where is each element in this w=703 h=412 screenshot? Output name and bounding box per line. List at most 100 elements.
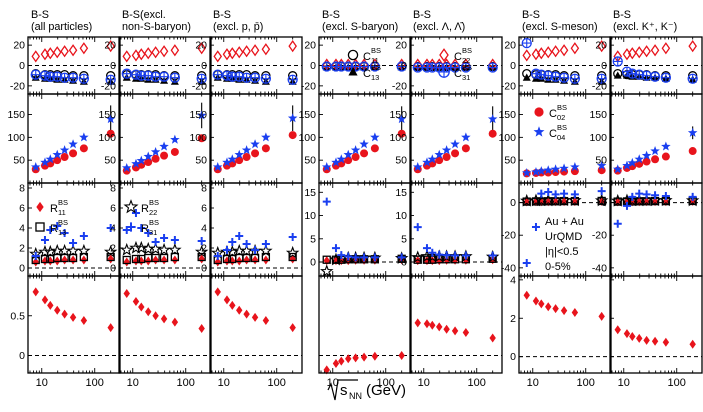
point-C31 <box>78 73 90 84</box>
point-R <box>47 300 54 310</box>
x-tick-label: 10 <box>527 377 539 389</box>
point-R31-shape <box>46 226 55 234</box>
legend-sup-31: BS <box>149 218 159 227</box>
x-tick-label: 100 <box>668 377 686 389</box>
x-tick-label: 10 <box>36 377 48 389</box>
y-tick-label: 50 <box>13 155 25 167</box>
point-C04-shape <box>641 150 652 160</box>
point-R <box>61 309 68 319</box>
point-C04 <box>536 166 547 176</box>
point-R31 <box>151 238 160 246</box>
point-C22-shape <box>650 44 660 57</box>
y-tick-label: 6 <box>19 203 25 215</box>
point-C31-cross <box>261 74 271 84</box>
y-tick-label: 0 <box>510 197 516 209</box>
point-R31-shape <box>570 190 579 199</box>
point-C04 <box>331 157 341 167</box>
point-R22-shape <box>659 193 673 207</box>
point-R22 <box>659 193 673 207</box>
point-R31-shape <box>344 252 353 261</box>
point-C02-shape <box>360 149 369 158</box>
point-C04-shape <box>131 158 141 168</box>
point-C31-cross <box>642 71 652 81</box>
point-R-shape <box>123 288 130 298</box>
column-title-nonS-line2: non-S-baryon) <box>122 21 191 33</box>
panel-C02_C04-all: 50 100 150 <box>7 93 121 184</box>
y-tick-label: 0 <box>601 60 607 72</box>
point-C31-cross <box>450 63 460 73</box>
point-C04 <box>612 164 623 174</box>
point-R <box>651 336 659 346</box>
y-tick-label: 4 <box>110 223 116 235</box>
point-R31-shape <box>537 189 546 198</box>
point-C04 <box>105 114 116 124</box>
x-tick-label: 10 <box>218 377 230 389</box>
point-R-shape <box>80 316 88 326</box>
point-C31 <box>287 74 298 85</box>
point-C04 <box>570 162 580 172</box>
x-tick-label: 100 <box>268 377 286 389</box>
point-R <box>236 305 243 315</box>
point-R13 <box>559 196 569 206</box>
point-R <box>414 318 421 328</box>
point-C31 <box>649 71 661 82</box>
point-R-shape <box>451 326 459 336</box>
point-C13 <box>613 71 622 79</box>
point-R31 <box>628 192 637 201</box>
point-C31 <box>660 72 672 83</box>
point-C04-shape <box>331 157 341 167</box>
point-C04 <box>450 139 460 149</box>
point-C02 <box>79 144 88 153</box>
point-C02 <box>160 151 169 160</box>
point-C04 <box>543 165 553 175</box>
point-C02-shape <box>151 154 160 163</box>
point-R31-shape <box>622 201 631 210</box>
y-tick-label: -20 <box>101 80 116 92</box>
point-R31-shape <box>651 191 660 200</box>
point-R31 <box>351 253 360 262</box>
y-tick-label: 50 <box>395 155 407 167</box>
y-tick-label: 0.5 <box>10 310 25 322</box>
point-R31 <box>31 252 40 260</box>
point-R31 <box>337 251 346 260</box>
point-C04 <box>40 157 50 167</box>
point-C02-shape <box>160 151 169 160</box>
point-C04-shape <box>40 157 50 167</box>
point-C31-cross <box>222 71 232 81</box>
point-R-shape <box>523 290 530 300</box>
point-R13 <box>322 255 331 264</box>
point-R31-shape <box>531 223 540 232</box>
point-C31-cross <box>351 62 361 72</box>
point-C02 <box>261 144 270 153</box>
point-R-shape <box>462 327 470 337</box>
point-C22-shape <box>213 50 223 63</box>
y-tick-label: 20 <box>104 40 116 52</box>
legend-sub-11: 11 <box>371 56 379 65</box>
point-R31 <box>144 229 153 237</box>
point-R22-shape <box>685 193 700 207</box>
point-R-shape <box>629 332 636 342</box>
point-R31-shape <box>613 219 622 228</box>
panel-C11_C13-Sm: -20 0 20 <box>501 36 612 95</box>
point-C31 <box>260 73 272 84</box>
y-tick-label: 0 <box>201 263 207 275</box>
point-C22 <box>250 44 260 57</box>
point-R31-shape <box>628 192 637 201</box>
point-R13-shape <box>413 255 422 264</box>
point-C04-shape <box>30 162 41 172</box>
point-R-shape <box>61 309 68 319</box>
point-R31-shape <box>137 224 146 232</box>
point-C04 <box>45 154 56 164</box>
y-tick-label: 0 <box>110 263 116 275</box>
point-C22-shape <box>537 47 546 60</box>
panel-frame <box>518 275 612 374</box>
point-R22 <box>411 250 425 264</box>
point-R11-shape <box>152 255 159 265</box>
point-R31 <box>537 189 546 198</box>
point-R13-shape <box>559 196 569 206</box>
point-C22 <box>628 47 637 60</box>
legend-marker-31 <box>438 66 450 78</box>
point-R22 <box>557 193 571 207</box>
point-R11-shape <box>160 255 168 265</box>
